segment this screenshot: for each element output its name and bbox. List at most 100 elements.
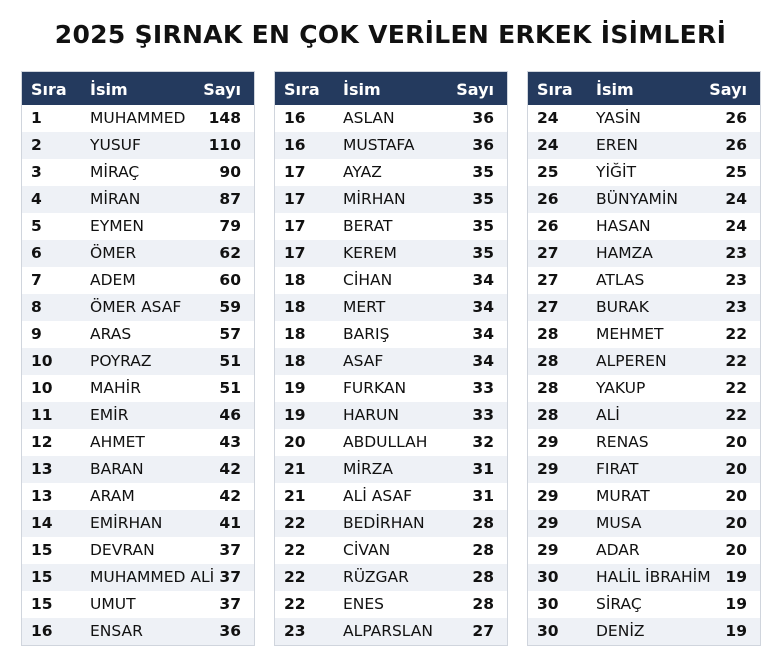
table-row: 16 ENSAR 36 [22, 618, 254, 645]
cell: POYRAZ [90, 352, 152, 370]
table-row: 28 ALPEREN 22 [528, 348, 760, 375]
cell: 31 [472, 460, 494, 478]
table-row: 17 MİRHAN 35 [275, 186, 507, 213]
cell: 12 [31, 433, 53, 451]
cell: CİVAN [343, 541, 391, 559]
cell: YASİN [596, 109, 641, 127]
cell: 51 [219, 352, 241, 370]
cell: MEHMET [596, 325, 664, 343]
cell: BARAN [90, 460, 144, 478]
table-row: 26 HASAN 24 [528, 213, 760, 240]
cell: 26 [725, 136, 747, 154]
cell: 24 [537, 109, 559, 127]
table-row: 17 KEREM 35 [275, 240, 507, 267]
cell: 19 [284, 379, 306, 397]
cell: MAHİR [90, 379, 141, 397]
table-row: 19 FURKAN 33 [275, 375, 507, 402]
cell: 28 [537, 379, 559, 397]
cell: 18 [284, 271, 306, 289]
cell: 25 [725, 163, 747, 181]
cell: 24 [725, 217, 747, 235]
cell: 20 [725, 487, 747, 505]
table-row: 27 HAMZA 23 [528, 240, 760, 267]
table-row: 22 CİVAN 28 [275, 537, 507, 564]
cell: 79 [219, 217, 241, 235]
cell: 35 [472, 217, 494, 235]
table-row: 21 MİRZA 31 [275, 456, 507, 483]
cell: 37 [219, 541, 241, 559]
cell: 22 [725, 379, 747, 397]
table-row: 19 HARUN 33 [275, 402, 507, 429]
table-row: 4 MİRAN 87 [22, 186, 254, 213]
cell: 27 [472, 622, 494, 640]
table-row: 22 RÜZGAR 28 [275, 564, 507, 591]
cell: 36 [472, 136, 494, 154]
cell: 23 [725, 298, 747, 316]
cell: MİRAN [90, 190, 141, 208]
table-header: Sıra İsim Sayı [22, 72, 254, 105]
cell: EREN [596, 136, 638, 154]
cell: 22 [284, 595, 306, 613]
cell: 23 [284, 622, 306, 640]
table-row: 21 ALİ ASAF 31 [275, 483, 507, 510]
cell: YİĞİT [596, 163, 637, 181]
title: 2025 ŞIRNAK EN ÇOK VERİLEN ERKEK İSİMLER… [54, 20, 727, 49]
cell: 4 [31, 190, 42, 208]
cell: 148 [208, 109, 241, 127]
cell: ALİ [596, 406, 620, 424]
cell: 25 [537, 163, 559, 181]
table-row: 17 AYAZ 35 [275, 159, 507, 186]
cell: ADEM [90, 271, 136, 289]
table-row: 29 FIRAT 20 [528, 456, 760, 483]
table-row: 2 YUSUF 110 [22, 132, 254, 159]
cell: 16 [284, 109, 306, 127]
cell: 13 [31, 460, 53, 478]
cell: HASAN [596, 217, 651, 235]
cell: 60 [219, 271, 241, 289]
cell: 33 [472, 406, 494, 424]
cell: 29 [537, 514, 559, 532]
cell: 19 [725, 568, 747, 586]
cell: BÜNYAMİN [596, 190, 678, 208]
cell: 15 [31, 541, 53, 559]
table-row: 24 YASİN 26 [528, 105, 760, 132]
header-cell: Sayı [456, 80, 494, 99]
cell: ALPARSLAN [343, 622, 433, 640]
cell: 20 [725, 433, 747, 451]
cell: 15 [31, 568, 53, 586]
header-cell: Sıra [537, 80, 573, 99]
table-row: 27 BURAK 23 [528, 294, 760, 321]
cell: ARAM [90, 487, 135, 505]
cell: ABDULLAH [343, 433, 428, 451]
cell: 46 [219, 406, 241, 424]
cell: 16 [31, 622, 53, 640]
cell: 57 [219, 325, 241, 343]
cell: ASLAN [343, 109, 395, 127]
cell: 15 [31, 595, 53, 613]
table-row: 29 MUSA 20 [528, 510, 760, 537]
cell: 23 [725, 271, 747, 289]
cell: 37 [219, 595, 241, 613]
cell: 29 [537, 487, 559, 505]
table-row: 18 MERT 34 [275, 294, 507, 321]
table-row: 26 BÜNYAMİN 24 [528, 186, 760, 213]
cell: 29 [537, 433, 559, 451]
cell: ENSAR [90, 622, 143, 640]
cell: FIRAT [596, 460, 639, 478]
cell: 24 [537, 136, 559, 154]
table-row: 18 ASAF 34 [275, 348, 507, 375]
cell: 35 [472, 190, 494, 208]
cell: BARIŞ [343, 325, 390, 343]
cell: 41 [219, 514, 241, 532]
cell: 110 [208, 136, 241, 154]
cell: 10 [31, 379, 53, 397]
cell: 6 [31, 244, 42, 262]
table-row: 12 AHMET 43 [22, 429, 254, 456]
table-row: 13 BARAN 42 [22, 456, 254, 483]
cell: ASAF [343, 352, 384, 370]
table-row: 22 BEDİRHAN 28 [275, 510, 507, 537]
cell: 34 [472, 352, 494, 370]
cell: MİRAÇ [90, 163, 140, 181]
cell: 90 [219, 163, 241, 181]
